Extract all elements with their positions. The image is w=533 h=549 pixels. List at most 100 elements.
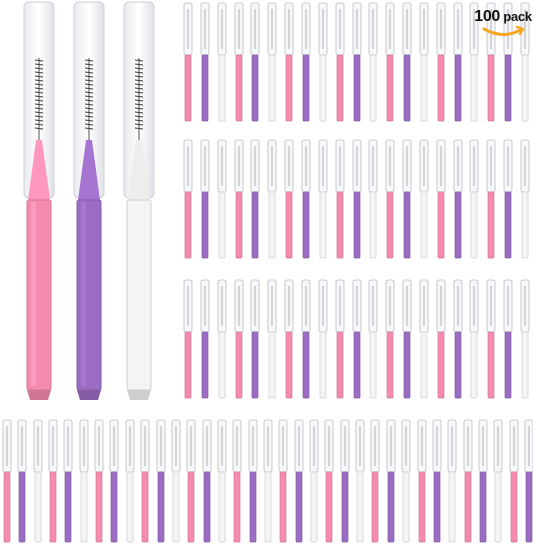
brush-item — [520, 2, 530, 122]
brush-item — [48, 419, 58, 543]
brush-item — [217, 279, 227, 399]
pack-count-number: 100 — [474, 8, 501, 25]
featured-brush-purple — [73, 1, 105, 400]
brush-item — [263, 419, 273, 543]
brush-item — [469, 139, 479, 259]
brush-item — [385, 2, 395, 122]
brush-item — [335, 2, 345, 122]
brush-item — [419, 139, 429, 259]
brush-item — [234, 2, 244, 122]
brush-item — [463, 419, 473, 543]
brush-item — [200, 2, 210, 122]
brush-item — [250, 139, 260, 259]
brush-item — [171, 419, 181, 543]
brush-item — [386, 419, 396, 543]
smile-arrow-icon — [482, 26, 525, 36]
brush-item — [436, 2, 446, 122]
featured-brush-white — [123, 1, 155, 400]
brush-item — [267, 139, 277, 259]
brush-item — [401, 419, 411, 543]
brush-item — [301, 2, 311, 122]
brush-item — [493, 419, 503, 543]
brush-item — [352, 279, 362, 399]
brush-item — [352, 139, 362, 259]
brush-item — [402, 139, 412, 259]
brush-item — [125, 419, 135, 543]
brush-item — [520, 139, 530, 259]
brush-item — [186, 419, 196, 543]
brush-item — [156, 419, 166, 543]
brush-item — [284, 279, 294, 399]
brush-item — [419, 2, 429, 122]
brush-item — [309, 419, 319, 543]
featured-brush-pink — [23, 1, 55, 400]
brush-item — [419, 279, 429, 399]
brush-item — [248, 419, 258, 543]
brush-item — [355, 419, 365, 543]
brush-item — [267, 279, 277, 399]
brush-item — [234, 279, 244, 399]
brush-item — [524, 419, 533, 543]
brush-item — [217, 2, 227, 122]
brush-item — [63, 419, 73, 543]
brush-item — [436, 279, 446, 399]
brush-item — [140, 419, 150, 543]
brush-item — [453, 2, 463, 122]
brush-item — [202, 419, 212, 543]
brush-item — [340, 419, 350, 543]
brush-item — [284, 2, 294, 122]
brush-item — [368, 279, 378, 399]
brush-item — [234, 139, 244, 259]
brush-item — [335, 139, 345, 259]
brush-item — [469, 2, 479, 122]
brush-item — [352, 2, 362, 122]
brush-item — [250, 2, 260, 122]
brush-item — [478, 419, 488, 543]
brush-item — [368, 139, 378, 259]
brush-item — [503, 279, 513, 399]
brush-item — [453, 279, 463, 399]
brush-item — [301, 139, 311, 259]
brush-item — [33, 419, 43, 543]
brush-item — [250, 279, 260, 399]
brush-item — [318, 139, 328, 259]
brush-item — [402, 279, 412, 399]
brush-item — [503, 139, 513, 259]
brush-item — [486, 279, 496, 399]
brush-item — [94, 419, 104, 543]
brush-item — [417, 419, 427, 543]
brush-item — [17, 419, 27, 543]
brush-item — [486, 2, 496, 122]
pack-count-label: 100 pack — [474, 8, 532, 26]
featured-brushes — [23, 1, 155, 400]
brush-item — [318, 2, 328, 122]
brush-item — [109, 419, 119, 543]
brush-item — [385, 139, 395, 259]
brush-item — [385, 279, 395, 399]
brush-item — [278, 419, 288, 543]
brush-item — [2, 419, 12, 543]
brush-item — [432, 419, 442, 543]
brush-item — [284, 139, 294, 259]
brush-item — [217, 419, 227, 543]
brush-item — [469, 279, 479, 399]
brush-item — [200, 279, 210, 399]
brush-item — [294, 419, 304, 543]
brush-item — [183, 279, 193, 399]
brush-item — [324, 419, 334, 543]
brush-item — [335, 279, 345, 399]
brush-item — [402, 2, 412, 122]
brush-item — [509, 419, 519, 543]
brush-item — [200, 139, 210, 259]
brush-item — [453, 139, 463, 259]
brush-item — [301, 279, 311, 399]
brush-item — [232, 419, 242, 543]
brush-item — [486, 139, 496, 259]
pack-count-unit: pack — [503, 9, 532, 24]
brush-item — [183, 2, 193, 122]
brush-item — [436, 139, 446, 259]
brush-item — [503, 2, 513, 122]
brush-item — [368, 2, 378, 122]
